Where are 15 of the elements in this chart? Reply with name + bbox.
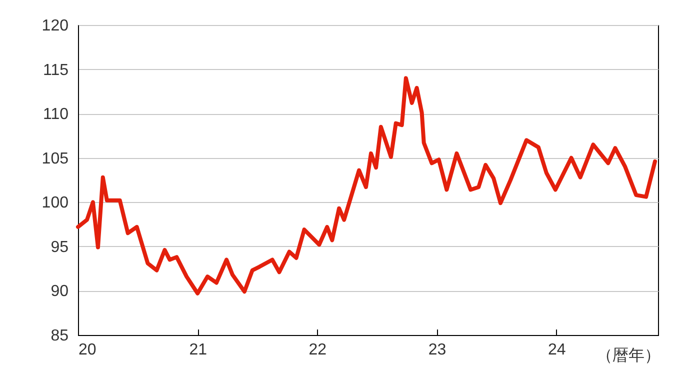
x-tick-label: 23	[428, 342, 446, 358]
y-tick-label: 105	[42, 150, 69, 168]
x-tick-label: 20	[78, 342, 96, 358]
y-tick-label: 85	[50, 328, 69, 344]
y-tick-label: 90	[50, 283, 69, 300]
line-series	[76, 76, 658, 296]
x-tick-label: 22	[308, 342, 327, 358]
x-tick-label: 21	[189, 342, 208, 358]
x-tick-label: 24	[548, 342, 566, 358]
x-axis-title: （暦年）	[596, 348, 660, 364]
y-tick-label: 100	[42, 194, 69, 212]
y-tick-label: 115	[42, 62, 69, 79]
y-tick-label: 110	[42, 106, 69, 124]
y-tick-label: 95	[50, 238, 69, 256]
y-tick-label: 120	[42, 18, 69, 34]
